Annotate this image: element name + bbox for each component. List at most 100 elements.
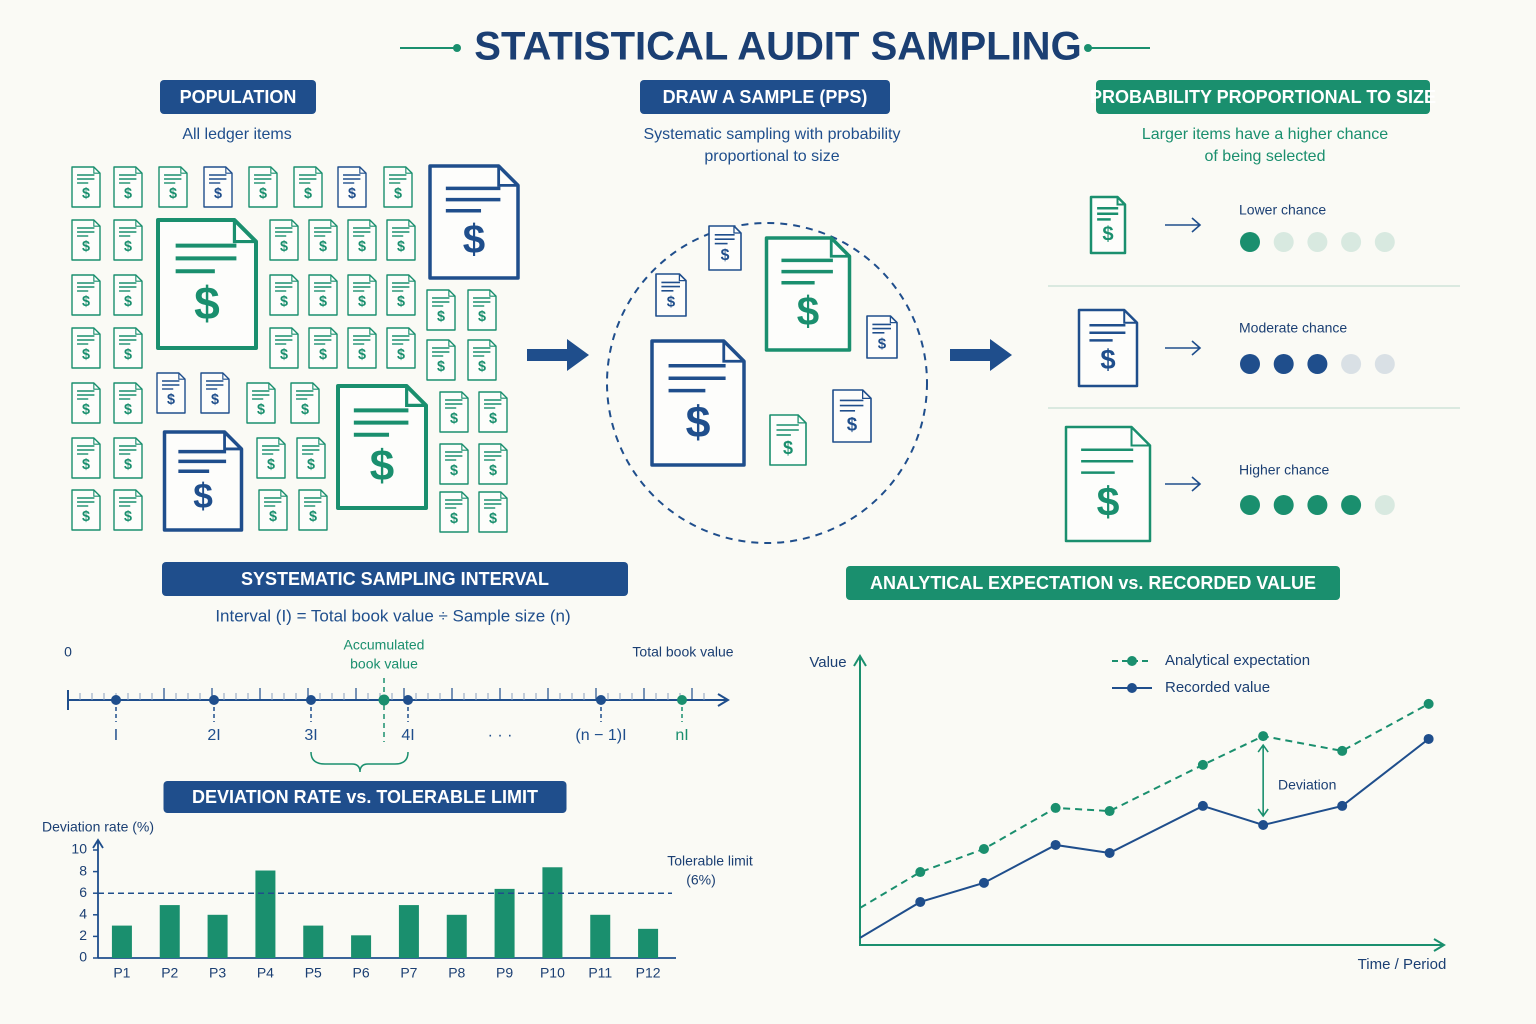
y-tick-label: 4 — [79, 906, 87, 922]
document-icon — [439, 443, 469, 485]
bar-chart-title: DEVIATION RATE vs. TOLERABLE LIMIT — [192, 787, 538, 807]
currency-symbol: $ — [1100, 344, 1115, 375]
sample-label: DRAW A SAMPLE (PPS) — [663, 87, 868, 107]
currency-symbol: $ — [304, 186, 312, 202]
document-icon — [764, 236, 852, 352]
document-icon — [383, 166, 413, 208]
document-fold — [178, 373, 185, 380]
document-fold — [280, 490, 287, 497]
title-dot — [1084, 44, 1092, 52]
x-tick-label: P11 — [588, 965, 612, 981]
document-icon — [386, 219, 416, 261]
interval-axis — [67, 690, 730, 710]
document-fold — [312, 383, 319, 390]
document-fold — [135, 383, 142, 390]
document-icon — [113, 382, 143, 424]
chance-dot — [1307, 354, 1328, 374]
currency-symbol: $ — [124, 457, 132, 473]
document-fold — [291, 220, 298, 227]
document-icon — [156, 372, 186, 414]
document-icon — [478, 491, 508, 533]
series-point — [978, 877, 989, 888]
document-icon — [290, 382, 320, 424]
document-icon — [293, 166, 323, 208]
document-fold — [461, 444, 468, 451]
document-fold — [408, 328, 415, 335]
document-icon — [426, 289, 456, 331]
document-icon — [467, 339, 497, 381]
currency-symbol: $ — [267, 457, 275, 473]
chance-dot — [1341, 495, 1362, 515]
document-fold — [405, 386, 426, 407]
document-icon — [71, 382, 101, 424]
document-icon — [162, 430, 244, 532]
series-point — [1050, 839, 1061, 850]
row-arrow — [1165, 340, 1202, 356]
y-axis — [92, 838, 104, 958]
document-fold — [500, 444, 507, 451]
document-icon — [308, 219, 338, 261]
currency-symbol: $ — [358, 347, 366, 363]
mark-point — [306, 695, 316, 705]
document-icon — [478, 391, 508, 433]
x-tick-label: P1 — [113, 965, 130, 981]
currency-symbol: $ — [124, 347, 132, 363]
document-fold — [733, 226, 741, 234]
interval-mark: 2I — [207, 727, 220, 744]
legend-label: Analytical expectation — [1165, 652, 1310, 669]
pps-caption: Larger items have a higher chance — [1142, 126, 1388, 143]
interval-formula: Interval (I) = Total book value ÷ Sample… — [215, 606, 570, 625]
document-icon — [113, 274, 143, 316]
population-label-box — [160, 80, 316, 114]
document-icon — [71, 274, 101, 316]
document-fold — [278, 438, 285, 445]
document-icon — [156, 218, 258, 350]
accumulated-label: book value — [350, 656, 418, 672]
document-icon — [256, 437, 286, 479]
currency-symbol: $ — [1102, 223, 1113, 245]
chance-dot — [1273, 354, 1294, 374]
y-tick-label: 0 — [79, 949, 87, 965]
x-tick-label: P7 — [400, 965, 417, 981]
x-tick-label: P8 — [448, 965, 465, 981]
document-icon — [113, 437, 143, 479]
currency-symbol: $ — [319, 347, 327, 363]
document-fold — [315, 167, 322, 174]
document-icon — [158, 166, 188, 208]
currency-symbol: $ — [319, 294, 327, 310]
series-point — [1104, 806, 1115, 817]
document-fold — [369, 275, 376, 282]
document-icon — [386, 327, 416, 369]
document-fold — [93, 275, 100, 282]
bar — [590, 914, 611, 958]
document-icon — [426, 339, 456, 381]
currency-symbol: $ — [124, 239, 132, 255]
document-icon — [71, 219, 101, 261]
currency-symbol: $ — [169, 186, 177, 202]
document-fold — [270, 167, 277, 174]
flow-arrow — [950, 339, 1012, 371]
currency-symbol: $ — [370, 442, 394, 491]
currency-symbol: $ — [394, 186, 402, 202]
document-fold — [359, 167, 366, 174]
document-fold — [330, 275, 337, 282]
document-fold — [225, 167, 232, 174]
interval-mark: 3I — [304, 727, 317, 744]
series-point — [1258, 820, 1269, 831]
document-fold — [93, 490, 100, 497]
document-icon — [298, 489, 328, 531]
currency-symbol: $ — [124, 294, 132, 310]
document-icon — [71, 489, 101, 531]
document-fold — [135, 167, 142, 174]
document-icon — [708, 225, 742, 271]
currency-symbol: $ — [783, 438, 793, 458]
document-icon — [347, 274, 377, 316]
currency-symbol: $ — [269, 509, 277, 525]
document-icon — [308, 327, 338, 369]
document-fold — [722, 341, 744, 363]
currency-symbol: $ — [280, 294, 288, 310]
accumulated-label: Accumulated — [344, 637, 425, 653]
sample-label-box — [640, 80, 890, 114]
bar — [398, 905, 419, 958]
